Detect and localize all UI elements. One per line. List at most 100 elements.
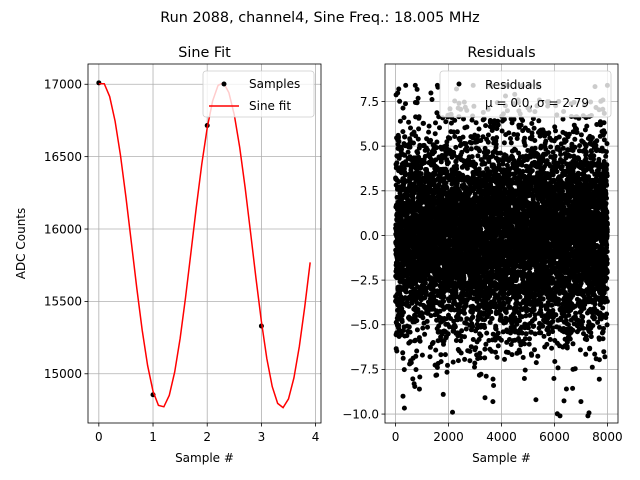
residual-point — [415, 136, 421, 142]
residual-point — [438, 359, 444, 365]
residual-point — [452, 117, 458, 123]
residual-point — [470, 314, 476, 320]
residual-point — [430, 340, 436, 345]
residual-point — [500, 161, 506, 167]
residual-point — [403, 171, 409, 177]
residual-point — [427, 344, 433, 350]
residual-point — [420, 315, 426, 321]
residual-point — [396, 322, 402, 328]
residual-point — [414, 100, 420, 106]
residual-point — [460, 134, 466, 140]
residual-point — [415, 95, 421, 101]
residual-point — [424, 318, 430, 324]
residual-point — [433, 120, 438, 126]
residual-point — [428, 90, 434, 96]
residual-point — [400, 105, 406, 111]
residual-point — [433, 282, 439, 287]
residual-point — [476, 126, 482, 132]
residual-point — [413, 313, 418, 319]
residuals-axes: Residuals 0 2000 4000 6000 8000−10.0−7.5−5.0… — [342, 45, 622, 465]
residual-point — [396, 134, 401, 140]
residual-point — [485, 139, 491, 145]
residual-point — [432, 149, 437, 155]
residual-point — [459, 328, 465, 334]
sine-fit-grid — [88, 64, 321, 423]
residual-point — [413, 279, 419, 284]
residual-point — [520, 118, 526, 123]
residual-point — [444, 369, 450, 375]
residual-point — [482, 395, 488, 401]
residual-point — [464, 148, 470, 154]
residual-point — [413, 367, 419, 373]
residual-point — [488, 309, 494, 315]
residual-point — [422, 160, 428, 166]
residual-point — [477, 355, 483, 361]
residual-point — [484, 330, 490, 336]
residual-point — [428, 137, 434, 143]
residual-point — [518, 122, 524, 128]
residual-point — [463, 326, 469, 332]
residual-point — [473, 161, 479, 167]
residual-point — [411, 140, 416, 146]
residual-point — [450, 359, 456, 365]
residual-point — [411, 129, 417, 135]
residual-point — [420, 325, 426, 331]
residual-point — [462, 310, 467, 316]
residual-point — [408, 360, 414, 366]
residual-point — [506, 130, 512, 136]
residual-point — [427, 354, 433, 360]
residual-point — [511, 116, 517, 122]
residual-point — [435, 338, 441, 344]
residual-point — [434, 139, 440, 145]
residual-point — [490, 376, 496, 382]
residual-point — [425, 324, 430, 330]
y-tick-label: 15000 — [44, 367, 82, 381]
residual-point — [433, 157, 439, 163]
residual-point — [438, 352, 444, 358]
residual-point — [464, 124, 470, 130]
residual-point — [426, 129, 432, 135]
figure-title: Run 2088, channel4, Sine Freq.: 18.005 M… — [160, 10, 479, 26]
residual-point — [452, 324, 458, 330]
residual-point — [395, 90, 401, 96]
residual-point — [485, 132, 491, 138]
residual-point — [452, 134, 458, 139]
residual-point — [469, 154, 475, 160]
residual-point — [472, 360, 478, 366]
residual-point — [417, 374, 423, 380]
residual-point — [428, 313, 434, 319]
residual-point — [489, 316, 495, 321]
residual-point — [501, 116, 507, 122]
residual-point — [434, 372, 440, 378]
residual-point — [401, 309, 406, 315]
residual-point — [462, 356, 468, 362]
y-tick-label: 16000 — [44, 222, 82, 236]
residual-point — [508, 140, 514, 146]
residual-point — [494, 354, 500, 360]
sine-fit-title: Sine Fit — [178, 45, 231, 61]
residual-point — [458, 316, 464, 322]
residual-point — [406, 324, 412, 330]
residual-point — [417, 338, 423, 344]
residual-point — [458, 338, 464, 344]
residual-point — [490, 399, 496, 405]
residual-point — [494, 135, 500, 141]
residual-point — [493, 349, 498, 355]
residual-point — [429, 97, 435, 102]
residual-point — [453, 338, 459, 343]
residual-point — [499, 128, 505, 134]
residual-point — [415, 150, 421, 156]
residual-point — [441, 298, 447, 304]
residual-point — [467, 358, 473, 364]
residual-point — [400, 355, 406, 361]
residual-point — [495, 343, 501, 349]
sine-fit-plot-area — [96, 80, 311, 409]
residual-point — [483, 123, 489, 129]
residual-point — [407, 144, 413, 150]
residual-point — [483, 373, 489, 379]
residual-point — [522, 142, 528, 148]
residual-point — [424, 147, 430, 153]
residual-point — [493, 141, 499, 147]
residual-point — [432, 131, 438, 137]
sine-fit-axes: Sine Fit 0 1 2 3 41500015500160001650017000 … — [14, 45, 322, 465]
